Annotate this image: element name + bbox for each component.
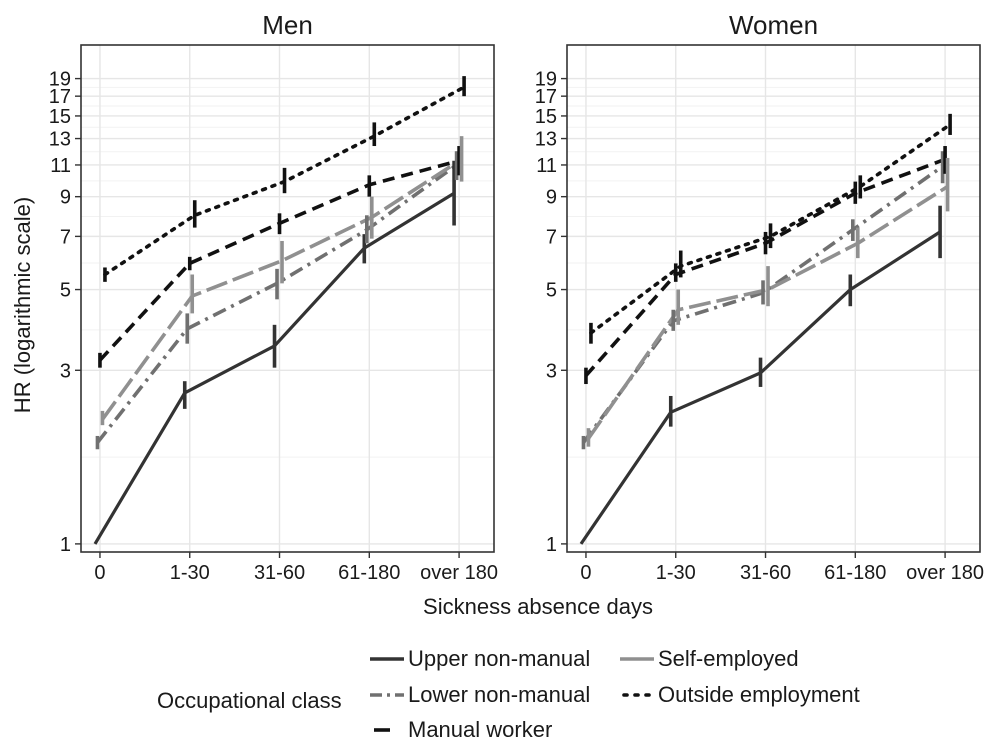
y-tick-label: 7 — [546, 226, 557, 248]
y-tick-label: 19 — [49, 69, 71, 91]
x-tick-label: 31-60 — [740, 562, 791, 584]
panel-title: Women — [729, 10, 818, 40]
x-tick-label: 61-180 — [338, 562, 400, 584]
legend-label: Lower non-manual — [408, 682, 590, 707]
y-tick-label: 17 — [535, 86, 557, 108]
x-tick-label: 61-180 — [824, 562, 886, 584]
y-tick-label: 15 — [535, 106, 557, 128]
legend-title: Occupational class — [157, 688, 342, 713]
y-tick-label: 11 — [50, 155, 71, 177]
x-tick-label: over 180 — [420, 562, 498, 584]
legend-label: Upper non-manual — [408, 646, 590, 671]
y-tick-label: 1 — [546, 534, 557, 556]
y-tick-label: 9 — [60, 187, 71, 209]
legend: Upper non-manual Self-employed Lower non-m… — [370, 646, 860, 742]
y-tick-label: 3 — [60, 360, 71, 382]
y-axis-title: HR (logarithmic scale) — [10, 197, 35, 413]
legend-label: Outside employment — [658, 682, 860, 707]
panel-border — [80, 44, 495, 553]
y-tick-label: 7 — [60, 226, 71, 248]
legend-label: Self-employed — [658, 646, 799, 671]
y-tick-label: 11 — [536, 155, 557, 177]
x-tick-label: 1-30 — [656, 562, 696, 584]
series-line-outside-employment — [589, 122, 952, 335]
series-line-self-employed — [101, 157, 463, 421]
x-axis-title: Sickness absence days — [423, 594, 653, 619]
x-tick-label: 0 — [580, 562, 591, 584]
legend-label: Manual worker — [408, 717, 552, 742]
y-tick-label: 5 — [60, 280, 71, 302]
x-tick-label: 1-30 — [170, 562, 210, 584]
y-tick-label: 9 — [546, 187, 557, 209]
panel-title: Men — [262, 10, 313, 40]
y-tick-label: 5 — [546, 280, 557, 302]
panel-border — [566, 44, 981, 553]
y-tick-label: 15 — [49, 106, 71, 128]
y-tick-label: 3 — [546, 360, 557, 382]
x-tick-label: 0 — [94, 562, 105, 584]
y-tick-label: 13 — [49, 129, 71, 151]
y-tick-label: 13 — [535, 129, 557, 151]
x-tick-label: 31-60 — [254, 562, 305, 584]
y-tick-label: 1 — [60, 534, 71, 556]
y-tick-label: 19 — [535, 69, 557, 91]
panel-background — [567, 45, 980, 552]
series-line-self-employed — [587, 184, 949, 440]
x-tick-label: over 180 — [906, 562, 984, 584]
y-tick-label: 17 — [49, 86, 71, 108]
panel-background — [81, 45, 494, 552]
